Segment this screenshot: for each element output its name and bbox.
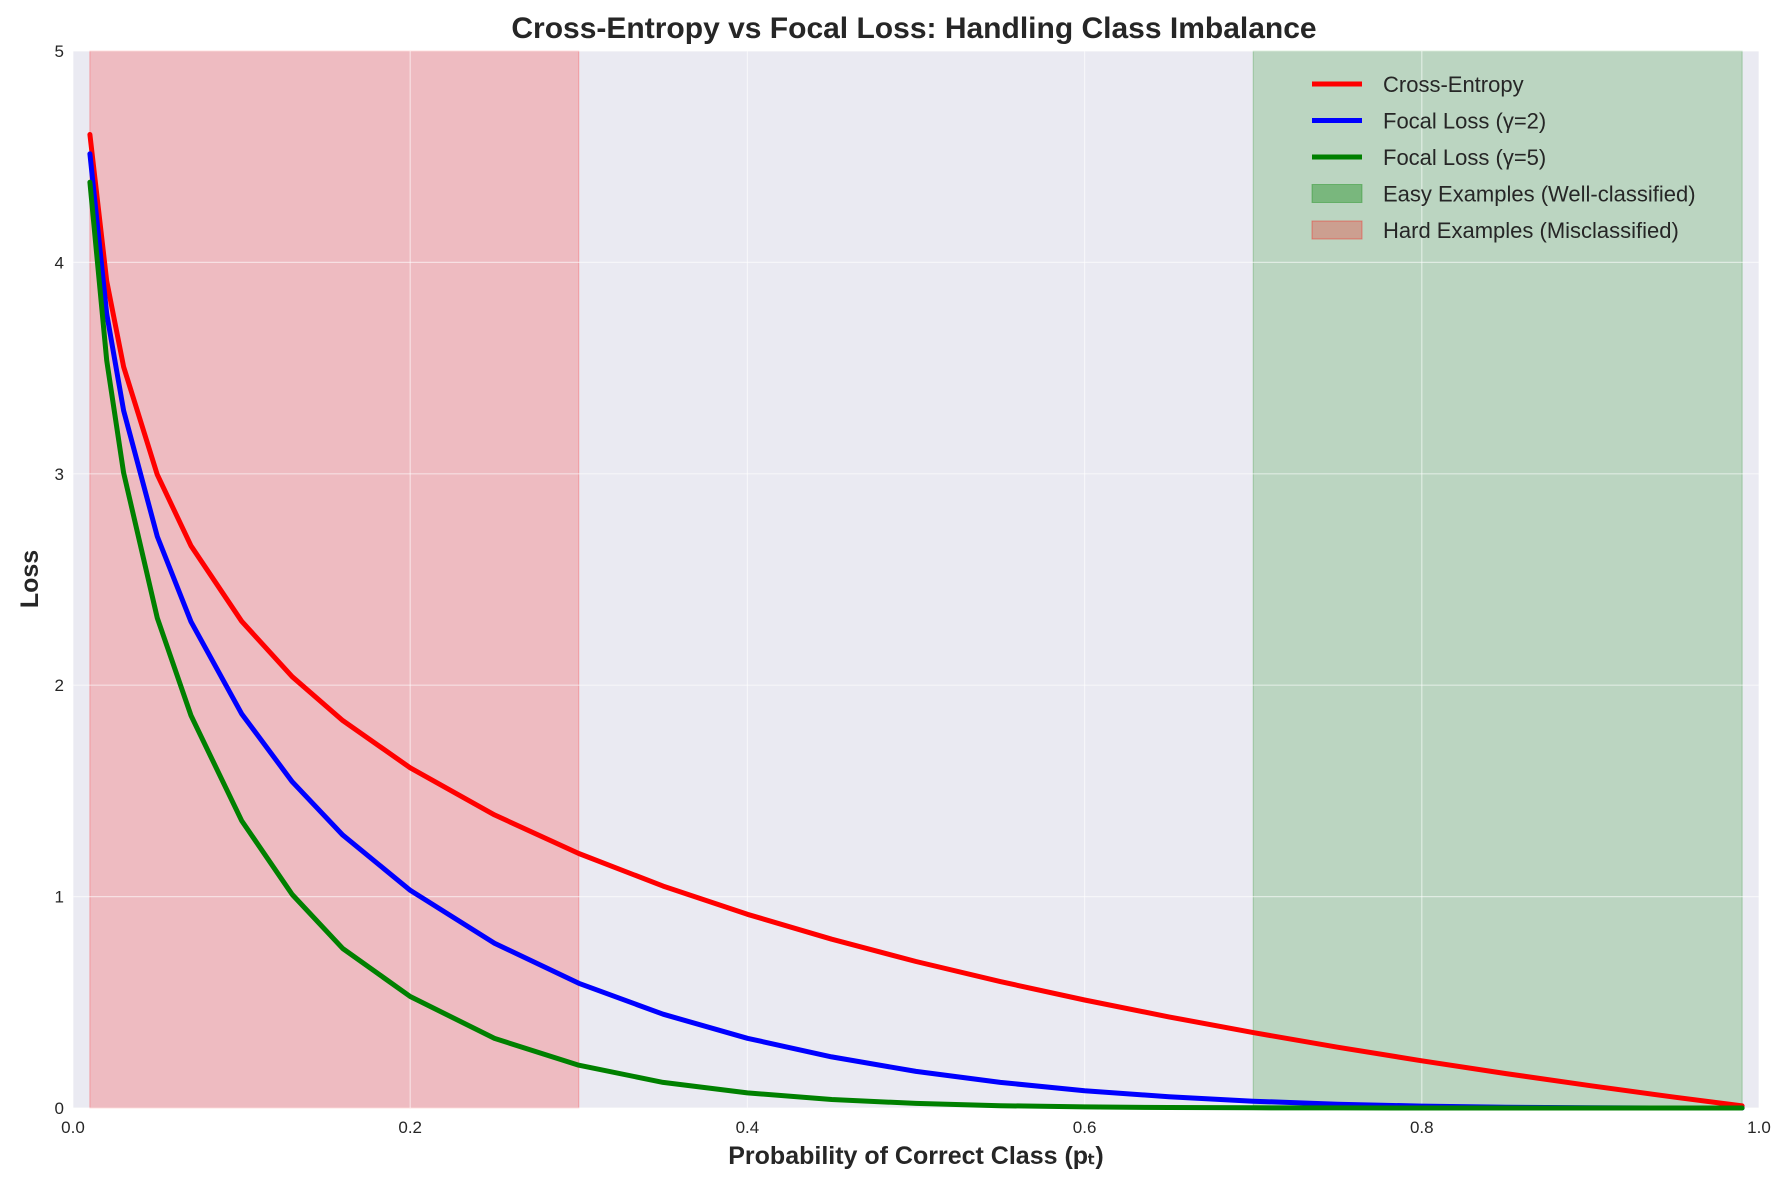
series-line-2 (87, 179, 1745, 1111)
chart-title: Cross-Entropy vs Focal Loss: Handling Cl… (511, 12, 1316, 45)
legend-label: Easy Examples (Well-classified) (1383, 182, 1696, 207)
legend-swatch-patch (1311, 184, 1363, 203)
legend-label: Focal Loss (γ=5) (1383, 145, 1546, 170)
x-tick-label: 0.0 (61, 1118, 85, 1137)
legend-swatch-patch (1311, 220, 1363, 240)
y-tick-label: 4 (55, 253, 64, 272)
legend: Cross-Entropy Focal Loss (γ=2) Focal Loss … (1311, 72, 1696, 243)
legend-label: Cross-Entropy (1383, 72, 1524, 97)
y-tick-label: 0 (55, 1099, 64, 1118)
x-tick-label: 0.6 (1073, 1118, 1097, 1137)
legend-label: Focal Loss (γ=2) (1383, 109, 1546, 134)
x-tick-label: 0.4 (736, 1118, 760, 1137)
y-tick-label: 2 (55, 676, 64, 695)
x-tick-label: 0.8 (1410, 1118, 1434, 1137)
y-tick-label: 1 (55, 888, 64, 907)
series-line-0 (87, 132, 1745, 1109)
region-hard (89, 50, 580, 1109)
legend-label: Hard Examples (Misclassified) (1383, 218, 1679, 243)
plot-area (73, 51, 1759, 1108)
y-axis-label: Loss (16, 550, 44, 608)
x-tick-label: 1.0 (1747, 1118, 1771, 1137)
y-tick-label: 5 (55, 42, 64, 61)
x-tick-label: 0.2 (398, 1118, 422, 1137)
y-tick-label: 3 (55, 465, 64, 484)
region-easy (1252, 50, 1743, 1109)
x-axis-label: Probability of Correct Class (pₜ) (728, 1142, 1104, 1170)
